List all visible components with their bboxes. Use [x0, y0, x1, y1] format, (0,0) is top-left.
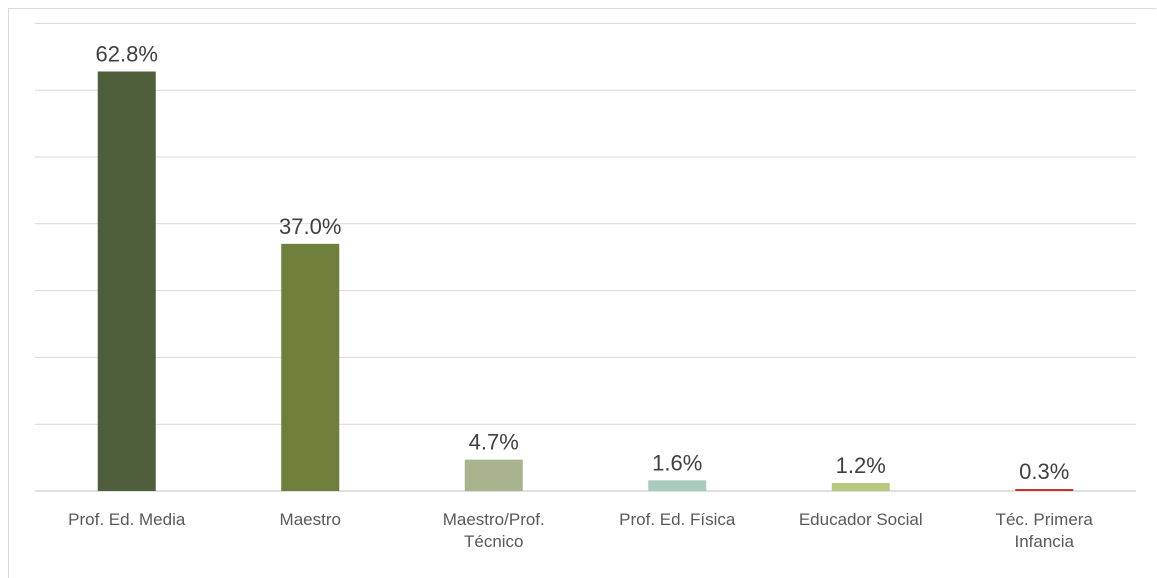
category-label: Maestro/Prof.: [443, 510, 545, 529]
bar: [97, 71, 156, 491]
bar: [281, 243, 340, 491]
data-label: 37.0%: [279, 214, 341, 239]
category-label: Infancia: [1014, 532, 1074, 551]
data-label: 62.8%: [96, 41, 158, 66]
bars: [97, 71, 1074, 491]
data-label: 1.2%: [836, 453, 886, 478]
data-label: 0.3%: [1019, 459, 1069, 484]
category-label: Prof. Ed. Física: [619, 510, 736, 529]
gridlines: [35, 22, 1136, 492]
category-labels: Prof. Ed. Media Maestro Maestro/Prof. Técni…: [68, 510, 1093, 551]
bar: [1015, 488, 1074, 491]
data-label: 4.7%: [469, 430, 519, 455]
bar: [831, 482, 890, 491]
category-label: Prof. Ed. Media: [68, 510, 186, 529]
bar: [648, 480, 707, 491]
bar: [464, 459, 523, 491]
data-label: 1.6%: [652, 450, 702, 475]
chart-frame: [8, 8, 1156, 578]
category-label: Técnico: [464, 532, 524, 551]
value-labels: 62.8% 37.0% 4.7% 1.6% 1.2% 0.3%: [96, 41, 1070, 484]
category-label: Maestro: [280, 510, 341, 529]
category-label: Educador Social: [799, 510, 923, 529]
category-label: Téc. Primera: [996, 510, 1094, 529]
